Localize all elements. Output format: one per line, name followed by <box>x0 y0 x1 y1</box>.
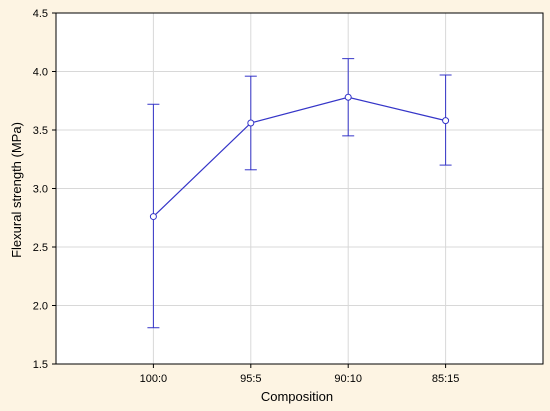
x-tick-label: 85:15 <box>432 373 460 385</box>
y-tick-label: 4.0 <box>33 67 48 79</box>
y-axis-ticks: 1.5 2.0 2.5 3.0 3.5 4.0 4.5 <box>33 8 56 371</box>
data-point <box>149 213 157 221</box>
x-tick-label: 95:5 <box>240 373 261 385</box>
grid-lines <box>56 12 543 365</box>
y-axis-title: Flexural strength (MPa) <box>9 122 24 258</box>
x-tick-label: 100:0 <box>140 373 168 385</box>
series-line <box>152 96 446 218</box>
data-point <box>442 117 450 125</box>
y-tick-label: 4.5 <box>33 8 48 20</box>
x-tick-label: 90:10 <box>334 373 362 385</box>
data-point <box>247 119 255 127</box>
x-axis-title: Composition <box>261 389 333 404</box>
y-tick-label: 1.5 <box>33 359 48 371</box>
y-tick-label: 2.0 <box>33 301 48 313</box>
data-point <box>344 93 352 101</box>
x-axis-ticks: 100:0 95:5 90:10 85:15 <box>140 364 460 385</box>
y-tick-label: 2.5 <box>33 242 48 254</box>
data-points <box>149 93 450 221</box>
y-tick-label: 3.0 <box>33 184 48 196</box>
y-tick-label: 3.5 <box>33 125 48 137</box>
